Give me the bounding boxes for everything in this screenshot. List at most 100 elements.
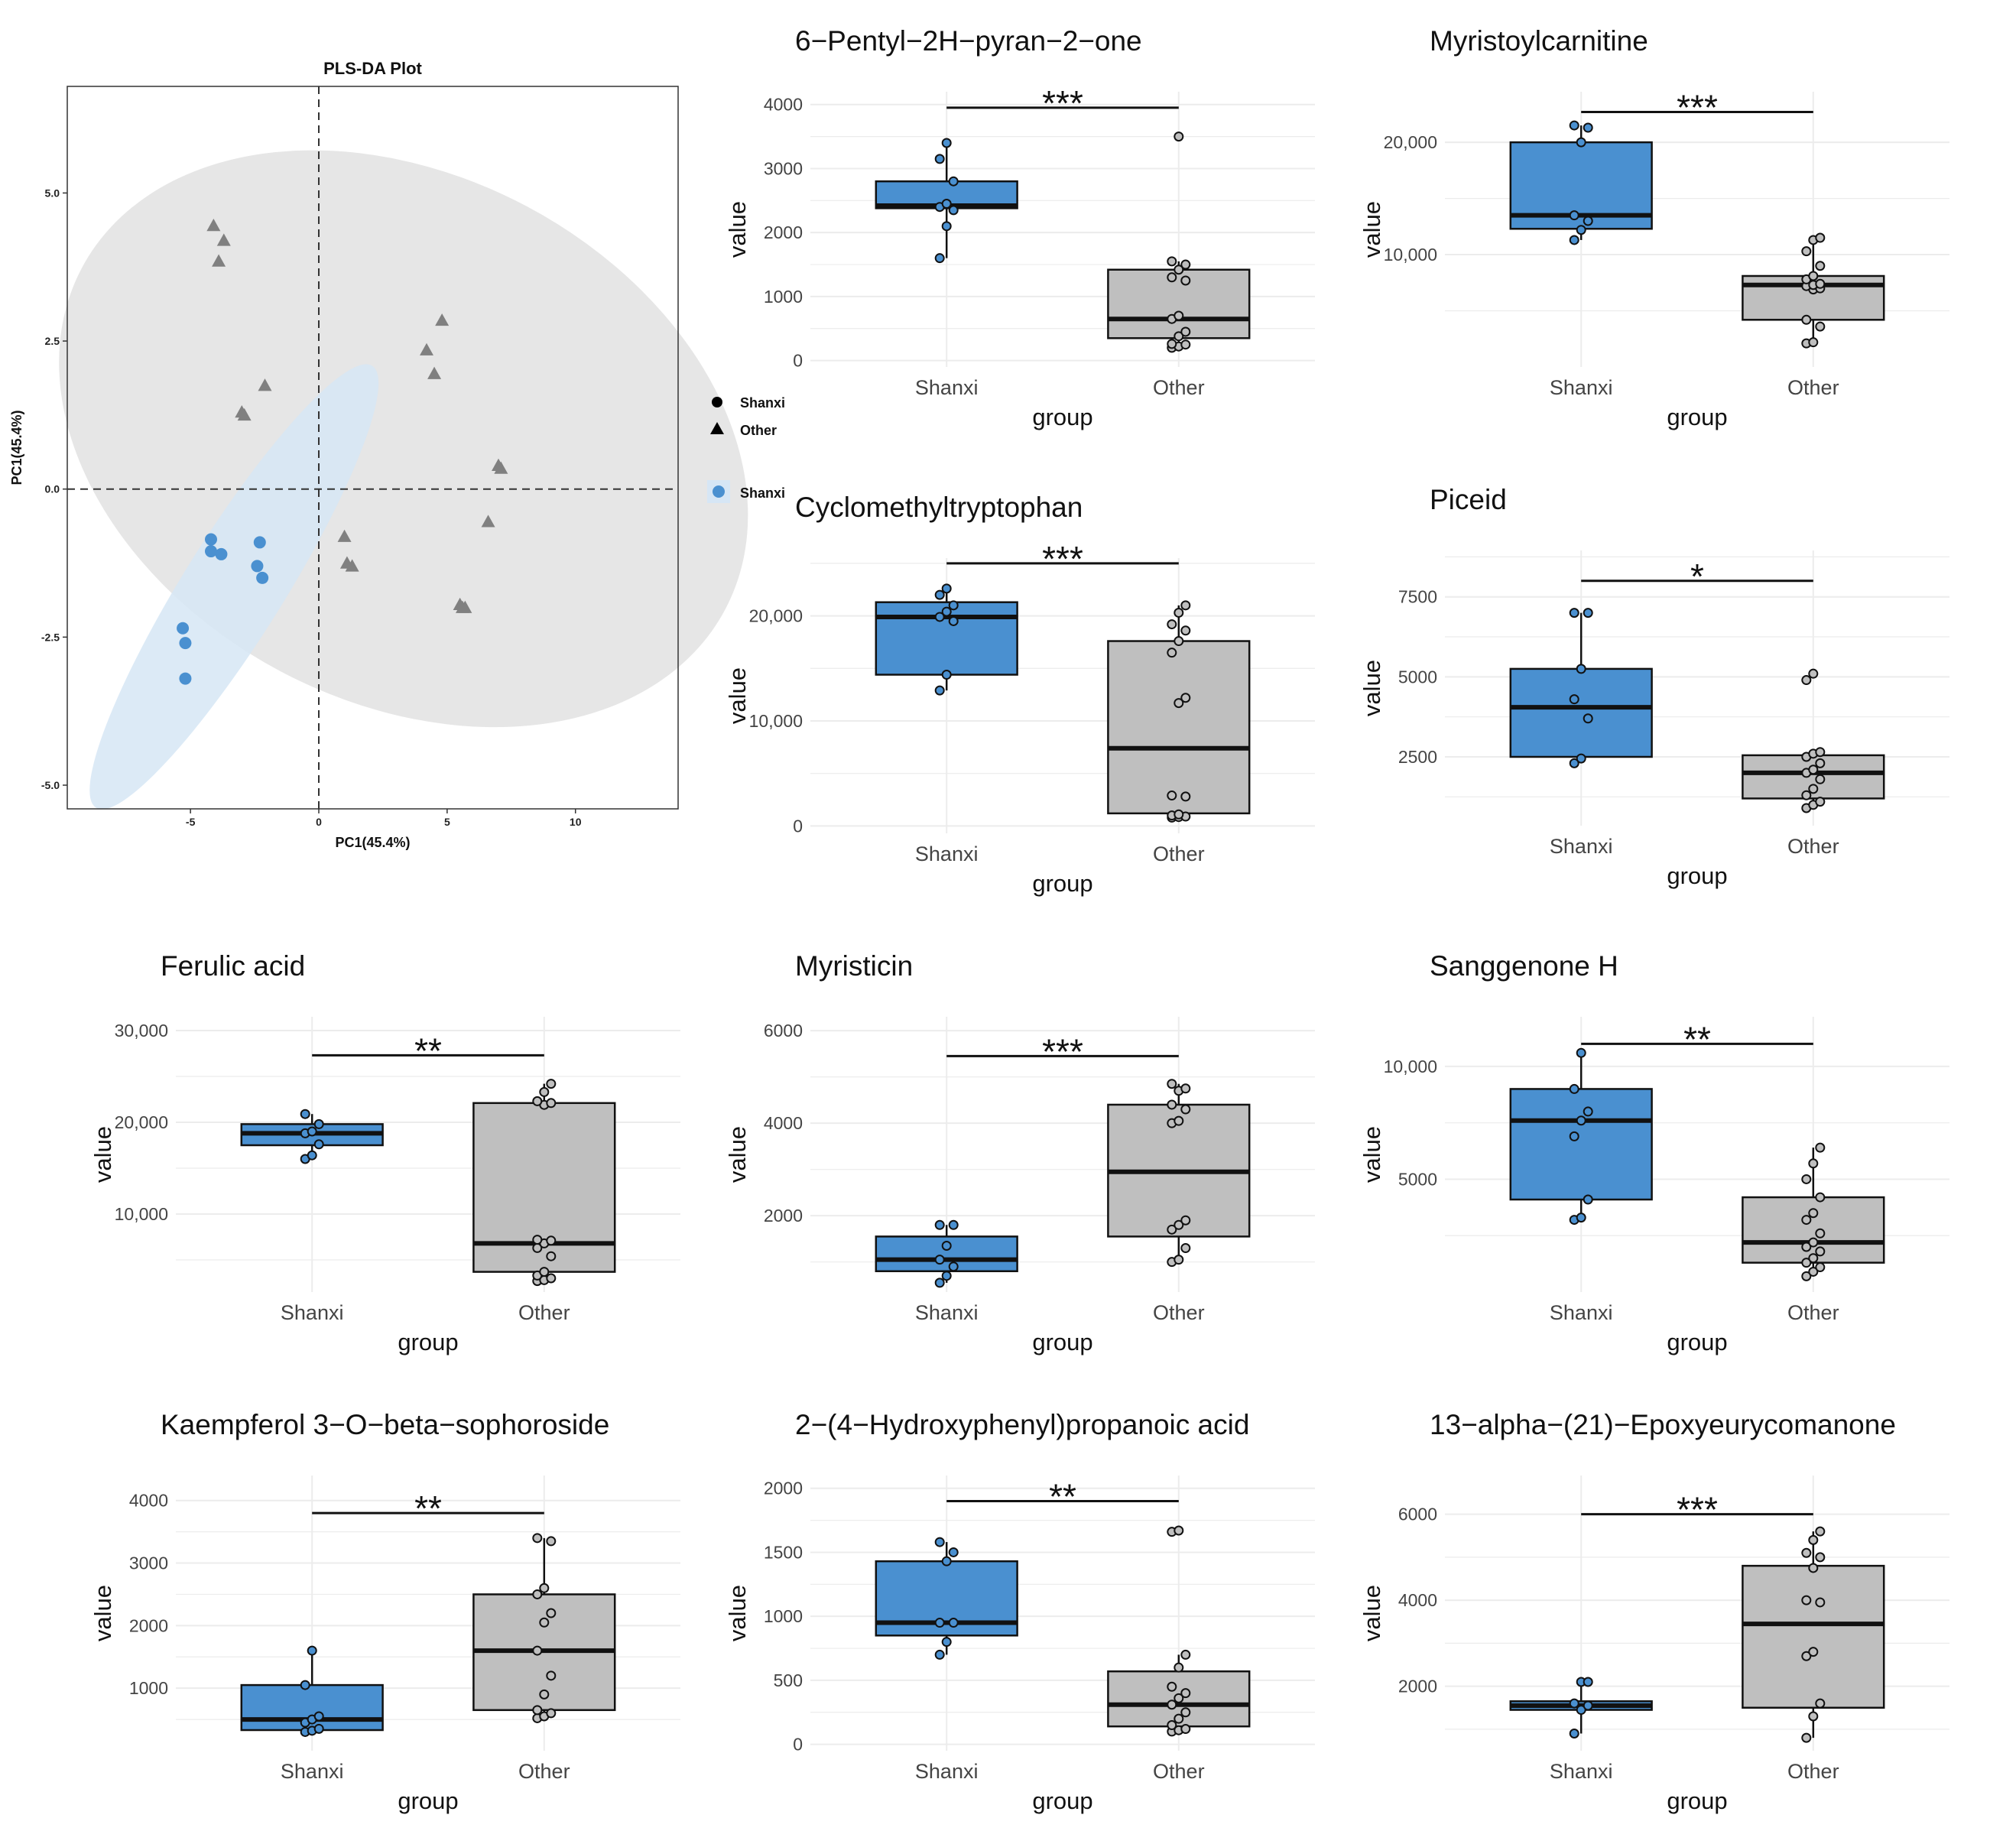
data-point-shanxi — [1576, 664, 1586, 674]
data-point-other — [1180, 1215, 1191, 1226]
significance-label: *** — [1042, 539, 1083, 579]
data-point-other — [1167, 1224, 1177, 1235]
x-tick-label-shanxi: Shanxi — [1550, 835, 1613, 858]
data-point-other — [206, 219, 221, 232]
data-point-other — [539, 1617, 550, 1628]
data-point-other — [1801, 790, 1812, 800]
data-point-other — [546, 1251, 557, 1261]
significance-label: ** — [1049, 1476, 1076, 1516]
boxplot-2-4-hydroxyphenyl-propanoic-acid: ** 0 500 1000 1500 2000 Shanxi Other group value 2… — [724, 1409, 1315, 1814]
data-point-other — [1808, 1237, 1819, 1248]
data-point-shanxi — [948, 176, 959, 187]
y-tick-label: 5000 — [1398, 667, 1437, 687]
data-point-other — [1801, 1258, 1812, 1268]
data-point-shanxi — [1583, 1194, 1593, 1205]
data-point-other — [546, 1098, 557, 1109]
data-point-other — [1815, 774, 1826, 784]
y-tick-label: 3000 — [129, 1553, 168, 1573]
chart-title: Sanggenone H — [1430, 950, 1618, 982]
data-point-other — [1815, 1192, 1826, 1203]
data-point-other — [1167, 1720, 1177, 1731]
data-point-other — [435, 313, 450, 326]
data-point-shanxi — [307, 1645, 317, 1656]
data-point-other — [532, 1533, 543, 1544]
data-point-other — [1180, 625, 1191, 636]
data-point-shanxi — [934, 1537, 945, 1547]
data-point-shanxi — [941, 1637, 952, 1648]
chart-title: Myristicin — [795, 950, 913, 982]
data-point-other — [1167, 648, 1177, 658]
significance-label: ** — [414, 1488, 442, 1528]
significance-label: *** — [1677, 87, 1718, 127]
data-point-other — [1167, 791, 1177, 801]
data-point-other — [212, 254, 226, 267]
data-point-shanxi — [256, 571, 269, 584]
box-shanxi — [1509, 667, 1653, 758]
y-axis-title: value — [724, 1126, 751, 1183]
data-point-other — [1180, 339, 1191, 350]
data-point-other — [1174, 1662, 1184, 1673]
x-tick-label-other: Other — [1787, 1301, 1839, 1324]
pls-xlabel: PC1(45.4%) — [335, 835, 410, 850]
x-axis-title: group — [1667, 1329, 1727, 1355]
data-point-other — [1808, 1563, 1819, 1573]
data-point-other — [1801, 246, 1812, 257]
data-point-other — [1180, 1688, 1191, 1699]
x-tick-label-shanxi: Shanxi — [281, 1760, 344, 1783]
box-shanxi — [1509, 1088, 1653, 1201]
data-point-other — [1167, 339, 1177, 349]
data-point-shanxi — [1569, 1698, 1579, 1709]
box-other — [1742, 1196, 1885, 1264]
x-tick-label-shanxi: Shanxi — [915, 1760, 979, 1783]
data-point-shanxi — [300, 1109, 310, 1119]
data-point-other — [1808, 1711, 1819, 1722]
data-point-other — [1167, 1099, 1177, 1110]
data-point-other — [1815, 1526, 1826, 1537]
y-tick-label: 20,000 — [115, 1112, 168, 1132]
data-point-shanxi — [941, 1240, 952, 1251]
box-other — [1107, 640, 1251, 815]
boxplot-myristicin: *** 2000 4000 6000 Shanxi Other group value Myri… — [724, 950, 1315, 1355]
data-point-other — [1180, 1707, 1191, 1718]
y-tick-label: 2500 — [1398, 747, 1437, 767]
data-point-shanxi — [934, 1255, 945, 1265]
data-point-other — [1808, 271, 1819, 281]
data-point-other — [1815, 1246, 1826, 1257]
y-tick-label: 7500 — [1398, 587, 1437, 607]
data-point-shanxi — [948, 1618, 959, 1628]
x-tick-label-shanxi: Shanxi — [281, 1301, 344, 1324]
data-point-other — [1174, 809, 1184, 820]
x-tick-label-shanxi: Shanxi — [915, 1301, 979, 1324]
y-axis-title: value — [1359, 1585, 1385, 1641]
chart-title: Myristoylcarnitine — [1430, 25, 1648, 57]
y-tick-label: 5000 — [1398, 1169, 1437, 1189]
data-point-other — [1180, 1724, 1191, 1735]
data-point-other — [1174, 1713, 1184, 1724]
y-tick-label: 30,000 — [115, 1021, 168, 1040]
x-tick-label-other: Other — [1153, 376, 1205, 399]
y-tick-label: 6000 — [764, 1021, 803, 1040]
data-point-other — [1180, 1243, 1191, 1254]
x-axis-title: group — [1032, 1329, 1092, 1355]
x-axis-title: group — [1667, 862, 1727, 889]
data-point-other — [546, 1708, 557, 1719]
data-point-other — [532, 1235, 543, 1245]
legend-fill-label: Shanxi — [740, 485, 785, 501]
data-point-other — [1801, 1651, 1812, 1661]
y-tick-label: 10,000 — [115, 1204, 168, 1224]
legend-other-shape-key — [710, 422, 724, 434]
data-point-other — [1815, 1228, 1826, 1239]
boxplot-piceid: * 2500 5000 7500 Shanxi Other group value Piceid — [1359, 484, 1949, 889]
x-tick-label-shanxi: Shanxi — [1550, 376, 1613, 399]
y-axis-title: value — [724, 1585, 751, 1641]
data-point-shanxi — [1583, 608, 1593, 618]
x-tick-label: 10 — [570, 816, 582, 828]
y-tick-label: 20,000 — [1384, 132, 1437, 152]
boxplot-myristoylcarnitine: *** 10,000 20,000 Shanxi Other group value Myri… — [1359, 25, 1949, 430]
x-tick-label-other: Other — [1787, 835, 1839, 858]
data-point-shanxi — [941, 583, 952, 594]
significance-label: *** — [1042, 83, 1083, 123]
x-axis-title: group — [1032, 404, 1092, 430]
pls-title: PLS-DA Plot — [323, 59, 422, 78]
box-panel-10: *** 2000 4000 6000 Shanxi Other group value 13−a… — [1346, 1384, 2016, 1827]
